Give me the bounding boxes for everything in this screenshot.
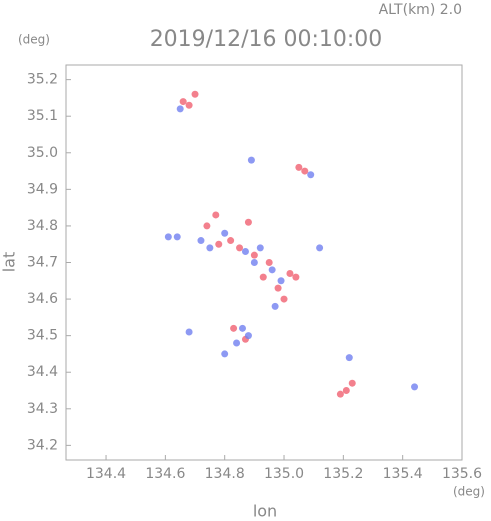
echo-point: [197, 237, 205, 245]
echo-point: [345, 354, 353, 362]
x-tick-label: 135.4: [383, 466, 423, 482]
y-tick-label: 34.6: [27, 291, 58, 307]
plot-frame: [65, 64, 463, 461]
echo-point: [295, 163, 303, 171]
echo-point: [185, 101, 193, 109]
echo-point: [203, 222, 211, 230]
echo-point: [173, 233, 181, 241]
x-tick-label: 134.8: [205, 466, 245, 482]
y-tick-label: 34.7: [27, 255, 58, 271]
y-axis-label: lat: [0, 252, 19, 273]
echo-point: [212, 211, 220, 219]
x-tick-label: 135.6: [442, 466, 482, 482]
y-tick-label: 34.8: [27, 218, 58, 234]
echo-point: [342, 387, 350, 395]
echo-point: [244, 218, 252, 226]
y-tick-label: 35.0: [27, 145, 58, 161]
y-tick-label: 34.9: [27, 181, 58, 197]
echo-point: [244, 332, 252, 340]
chart-subtitle: ALT(km) 2.0: [379, 2, 462, 18]
y-tick-label: 35.2: [27, 72, 58, 88]
echo-point: [230, 324, 238, 332]
x-tick-label: 134.4: [86, 466, 126, 482]
echo-point: [411, 383, 419, 391]
echo-point: [227, 237, 235, 245]
echo-point: [215, 240, 223, 248]
echo-point: [256, 244, 264, 252]
echo-point: [301, 167, 309, 175]
echo-point: [250, 259, 258, 266]
x-axis-label: lon: [253, 502, 277, 521]
echo-point: [238, 324, 246, 332]
echo-point: [259, 273, 267, 281]
y-unit: (deg): [18, 33, 50, 47]
echo-point: [268, 266, 276, 274]
echo-point: [247, 156, 255, 164]
echo-point: [336, 390, 344, 398]
echo-point: [292, 273, 300, 281]
echo-point: [221, 350, 229, 358]
y-tick-label: 34.5: [27, 328, 58, 344]
x-tick-label: 135.0: [264, 466, 304, 482]
echo-point: [277, 277, 285, 285]
echo-point: [241, 248, 249, 256]
echo-point: [206, 244, 214, 252]
echo-point: [307, 171, 315, 179]
chart-title: 2019/12/16 00:10:00: [150, 27, 383, 52]
echo-point: [191, 90, 199, 98]
echo-point: [271, 302, 279, 310]
echo-point: [265, 259, 273, 266]
x-tick-label: 134.6: [145, 466, 185, 482]
echo-point: [236, 244, 244, 252]
echo-point: [179, 98, 187, 106]
x-tick-label: 135.2: [323, 466, 363, 482]
echo-point: [250, 251, 258, 259]
echo-point: [316, 244, 324, 252]
x-unit: (deg): [453, 485, 485, 499]
y-tick-label: 34.3: [27, 401, 58, 417]
echo-point: [164, 233, 172, 241]
echo-point: [274, 284, 282, 292]
y-tick-label: 34.4: [27, 364, 58, 380]
echo-point: [233, 339, 241, 347]
echo-point: [280, 295, 288, 303]
echo-point: [176, 105, 184, 113]
y-tick-label: 35.1: [27, 108, 58, 124]
echo-point: [185, 328, 193, 336]
echo-point: [221, 229, 229, 237]
y-tick-label: 34.2: [27, 437, 58, 453]
echo-point: [286, 269, 294, 277]
echo-point: [348, 379, 356, 387]
